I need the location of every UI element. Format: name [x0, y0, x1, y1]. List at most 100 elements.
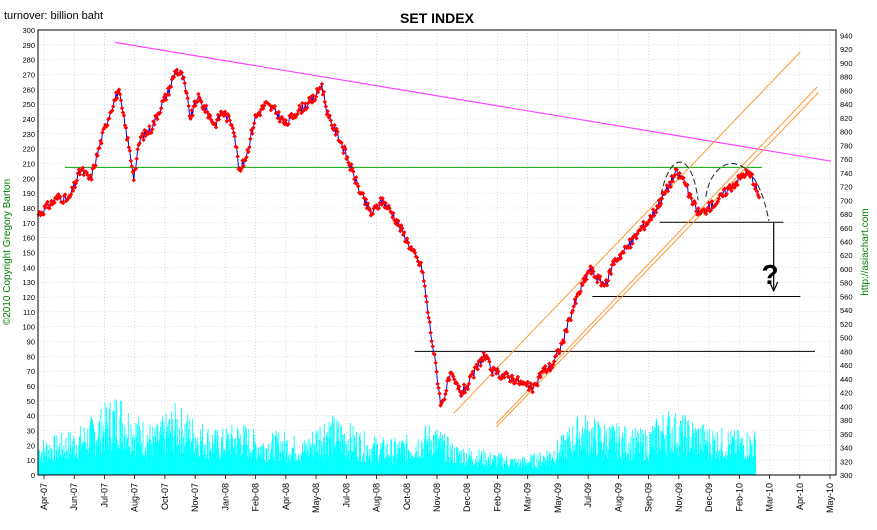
index-point	[454, 381, 460, 387]
index-point	[220, 111, 226, 116]
index-point	[213, 125, 219, 130]
left-tick-label: 270	[22, 71, 35, 80]
index-point	[68, 192, 74, 197]
index-point	[444, 388, 449, 393]
index-point	[557, 349, 563, 354]
x-tick-label: Mar-10	[765, 483, 775, 512]
index-point	[186, 103, 191, 109]
index-point	[121, 113, 127, 118]
index-point	[353, 180, 358, 186]
dashed-pattern-arcs	[659, 161, 770, 222]
index-point	[107, 116, 112, 121]
right-tick-label: 760	[840, 155, 853, 164]
right-tick-label: 380	[840, 416, 853, 425]
right-tick-label: 680	[840, 210, 853, 219]
left-tick-label: 150	[22, 249, 35, 258]
index-point	[295, 111, 300, 117]
right-tick-label: 420	[840, 389, 853, 398]
index-point	[303, 101, 308, 106]
index-point	[163, 97, 169, 103]
index-point	[587, 268, 592, 274]
index-point	[398, 228, 403, 234]
magenta-trendline	[114, 41, 832, 162]
right-tick-label: 620	[840, 251, 853, 260]
index-point	[436, 385, 441, 391]
index-point	[538, 374, 543, 380]
index-point	[155, 116, 160, 122]
index-point	[756, 195, 762, 200]
index-point	[659, 196, 665, 201]
index-point	[595, 280, 600, 285]
index-point	[116, 87, 122, 92]
index-point	[421, 278, 427, 284]
index-point	[209, 119, 215, 125]
x-tick-label: Nov-07	[190, 483, 200, 512]
index-point	[305, 105, 310, 110]
index-point	[43, 205, 48, 210]
index-point	[319, 81, 325, 87]
index-point	[506, 374, 512, 380]
index-point	[137, 140, 142, 146]
index-point	[427, 319, 432, 325]
right-tick-label: 500	[840, 334, 853, 343]
left-tick-label: 50	[27, 397, 35, 406]
right-tick-label: 520	[840, 320, 853, 329]
right-tick-label: 460	[840, 361, 853, 370]
index-point	[131, 177, 136, 183]
index-point	[749, 172, 755, 177]
x-tick-label: Feb-09	[492, 483, 502, 512]
x-tick-label: Dec-08	[462, 483, 472, 512]
right-tick-label: 440	[840, 375, 853, 384]
index-point	[405, 240, 411, 245]
right-axis-ticks: 300 320 340 360 380 400 420 440 460 480 500 520 540 5…	[840, 31, 853, 480]
index-point	[321, 89, 327, 95]
index-point	[556, 351, 562, 356]
index-point	[158, 110, 163, 115]
left-tick-label: 100	[22, 323, 35, 332]
index-point	[371, 206, 377, 211]
index-point	[234, 145, 239, 150]
index-point	[347, 163, 352, 168]
index-point	[72, 185, 78, 190]
index-point	[257, 113, 263, 118]
left-tick-label: 260	[22, 85, 35, 94]
index-point	[318, 86, 324, 91]
right-tick-label: 740	[840, 169, 853, 178]
index-point	[241, 163, 246, 169]
index-point	[452, 377, 457, 382]
index-point	[677, 171, 682, 176]
index-point	[77, 172, 83, 177]
index-point	[110, 104, 116, 109]
index-point	[323, 104, 329, 109]
left-tick-label: 70	[27, 367, 35, 376]
index-point	[611, 262, 617, 267]
index-point	[101, 127, 106, 132]
turnover-series	[38, 399, 756, 475]
index-point	[56, 192, 61, 197]
x-tick-label: Jul-08	[341, 483, 351, 508]
right-tick-label: 360	[840, 430, 853, 439]
index-point	[275, 115, 281, 121]
index-point	[428, 330, 433, 335]
right-tick-label: 540	[840, 306, 853, 315]
index-point	[52, 200, 57, 205]
index-point	[711, 204, 717, 210]
index-point	[184, 91, 189, 96]
index-point	[110, 108, 115, 113]
index-point	[752, 186, 758, 192]
index-point	[465, 386, 471, 392]
x-tick-label: Jul-07	[99, 483, 109, 508]
left-tick-label: 110	[23, 308, 35, 317]
index-point	[322, 99, 328, 105]
index-point	[207, 112, 212, 117]
x-tick-label: Aug-09	[613, 483, 623, 512]
index-point	[621, 250, 626, 255]
index-point	[124, 137, 130, 142]
index-point	[120, 110, 126, 115]
index-point	[214, 117, 220, 122]
index-point	[279, 114, 284, 120]
index-point	[225, 111, 231, 117]
index-point	[320, 92, 326, 97]
index-point	[458, 393, 464, 399]
index-point	[50, 202, 55, 207]
